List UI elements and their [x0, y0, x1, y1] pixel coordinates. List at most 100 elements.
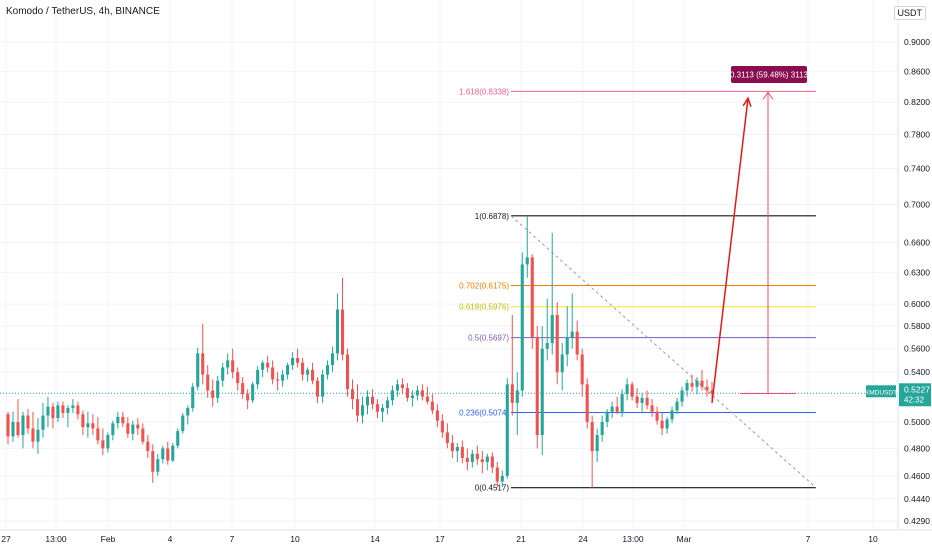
- candle-body: [495, 467, 499, 482]
- candle-body: [500, 475, 504, 482]
- candle-body: [116, 416, 120, 424]
- candle-body: [126, 423, 130, 434]
- candle-body: [670, 410, 674, 420]
- x-tick-label: 10: [290, 534, 300, 544]
- x-tick-label: 21: [516, 534, 526, 544]
- candle-body: [296, 358, 300, 363]
- fib-retracement[interactable]: 0(0.4517) 0.236(0.5074) 0.5(0.5697) 0.618(0…: [459, 87, 817, 493]
- candle-body: [470, 453, 474, 462]
- fib-level-label: 1.618(0.8338): [459, 87, 509, 96]
- candle-body: [665, 419, 669, 429]
- candle-body: [211, 390, 215, 398]
- x-tick-label: 7: [806, 534, 811, 544]
- candle-body: [46, 406, 50, 416]
- candle-body: [231, 360, 235, 373]
- candle-body: [395, 384, 399, 391]
- x-tick-label: 17: [435, 534, 445, 544]
- y-tick-label: 0.7000: [904, 199, 930, 209]
- candle-body: [276, 379, 280, 381]
- candle-body: [425, 396, 429, 402]
- candle-body: [286, 365, 290, 375]
- candle-body: [111, 423, 115, 436]
- candle-body: [156, 459, 160, 472]
- candle-body: [680, 390, 684, 402]
- candle-body: [630, 384, 634, 397]
- candle-body: [76, 405, 80, 415]
- fib-level-label: 0.5(0.5697): [468, 334, 509, 343]
- candle-body: [615, 406, 619, 412]
- currency-unit-badge[interactable]: USDT: [893, 6, 926, 20]
- candle-body: [31, 428, 35, 442]
- symbol-tag-label: KMDUSDT: [865, 389, 897, 396]
- candle-body: [685, 383, 689, 391]
- candle-body: [36, 429, 40, 442]
- candle-body: [316, 380, 320, 397]
- candle-body: [705, 386, 709, 391]
- candle-body: [650, 405, 654, 412]
- candle-body: [301, 362, 305, 375]
- last-price-value: 0.5227: [904, 384, 930, 394]
- candle-body: [635, 396, 639, 403]
- candle-body: [625, 384, 629, 395]
- candle-body: [16, 421, 20, 436]
- candle-body: [400, 384, 404, 388]
- y-tick-label: 0.5600: [904, 344, 930, 354]
- chart-drawings[interactable]: 0.3113 (59.48%) 3113: [711, 66, 809, 403]
- candle-body: [161, 448, 165, 460]
- symbol-tag: [866, 385, 896, 398]
- candle-body: [565, 337, 569, 355]
- fib-level-label: 0(0.4517): [475, 484, 510, 493]
- candle-body: [106, 435, 110, 449]
- candle-body: [345, 354, 350, 390]
- candle-body: [490, 456, 494, 468]
- fib-level-label: 1(0.6878): [475, 212, 510, 221]
- candle-body: [375, 404, 380, 412]
- candle-body: [266, 362, 270, 368]
- candle-body: [166, 448, 170, 461]
- candle-body: [21, 415, 25, 436]
- candle-body: [71, 405, 75, 408]
- candle-body: [480, 459, 484, 462]
- y-tick-label: 0.6000: [904, 299, 930, 309]
- candle-body: [690, 383, 694, 387]
- measure-badge-label: 0.3113 (59.48%) 3113: [730, 71, 809, 80]
- candle-body: [510, 384, 514, 403]
- candle-body: [171, 445, 175, 461]
- candle-body: [256, 369, 260, 385]
- candle-body: [291, 358, 295, 366]
- candle-body: [385, 400, 390, 408]
- candle-body: [405, 387, 409, 398]
- x-tick-label: 4: [168, 534, 173, 544]
- candle-body: [580, 354, 584, 385]
- candle-body: [695, 380, 699, 387]
- y-tick-label: 0.5800: [904, 321, 930, 331]
- candle-body: [415, 390, 419, 396]
- x-tick-label: 14: [370, 534, 380, 544]
- candle-body: [81, 414, 85, 428]
- candle-body: [350, 389, 355, 400]
- y-tick-label: 0.8600: [904, 66, 930, 76]
- x-tick-label: 27: [1, 534, 11, 544]
- candle-body: [610, 406, 614, 412]
- candle-body: [11, 421, 15, 437]
- y-tick-label: 0.5000: [904, 417, 930, 427]
- candle-body: [41, 415, 45, 430]
- candle-body: [26, 415, 30, 429]
- candle-body: [640, 397, 644, 403]
- candle-body: [450, 443, 454, 452]
- candle-body: [655, 411, 659, 421]
- candle-body: [550, 314, 554, 343]
- candle-body: [700, 380, 704, 387]
- candle-body: [181, 415, 185, 432]
- candle-body: [251, 384, 255, 401]
- candle-body: [321, 374, 325, 397]
- candle-body: [505, 384, 509, 476]
- candle-body: [101, 440, 105, 449]
- candle-body: [96, 428, 100, 441]
- y-tick-label: 0.9000: [904, 37, 930, 47]
- candle-body: [335, 309, 340, 354]
- y-tick-label: 0.7400: [904, 164, 930, 174]
- candle-body: [475, 453, 479, 460]
- candle-body: [590, 421, 594, 452]
